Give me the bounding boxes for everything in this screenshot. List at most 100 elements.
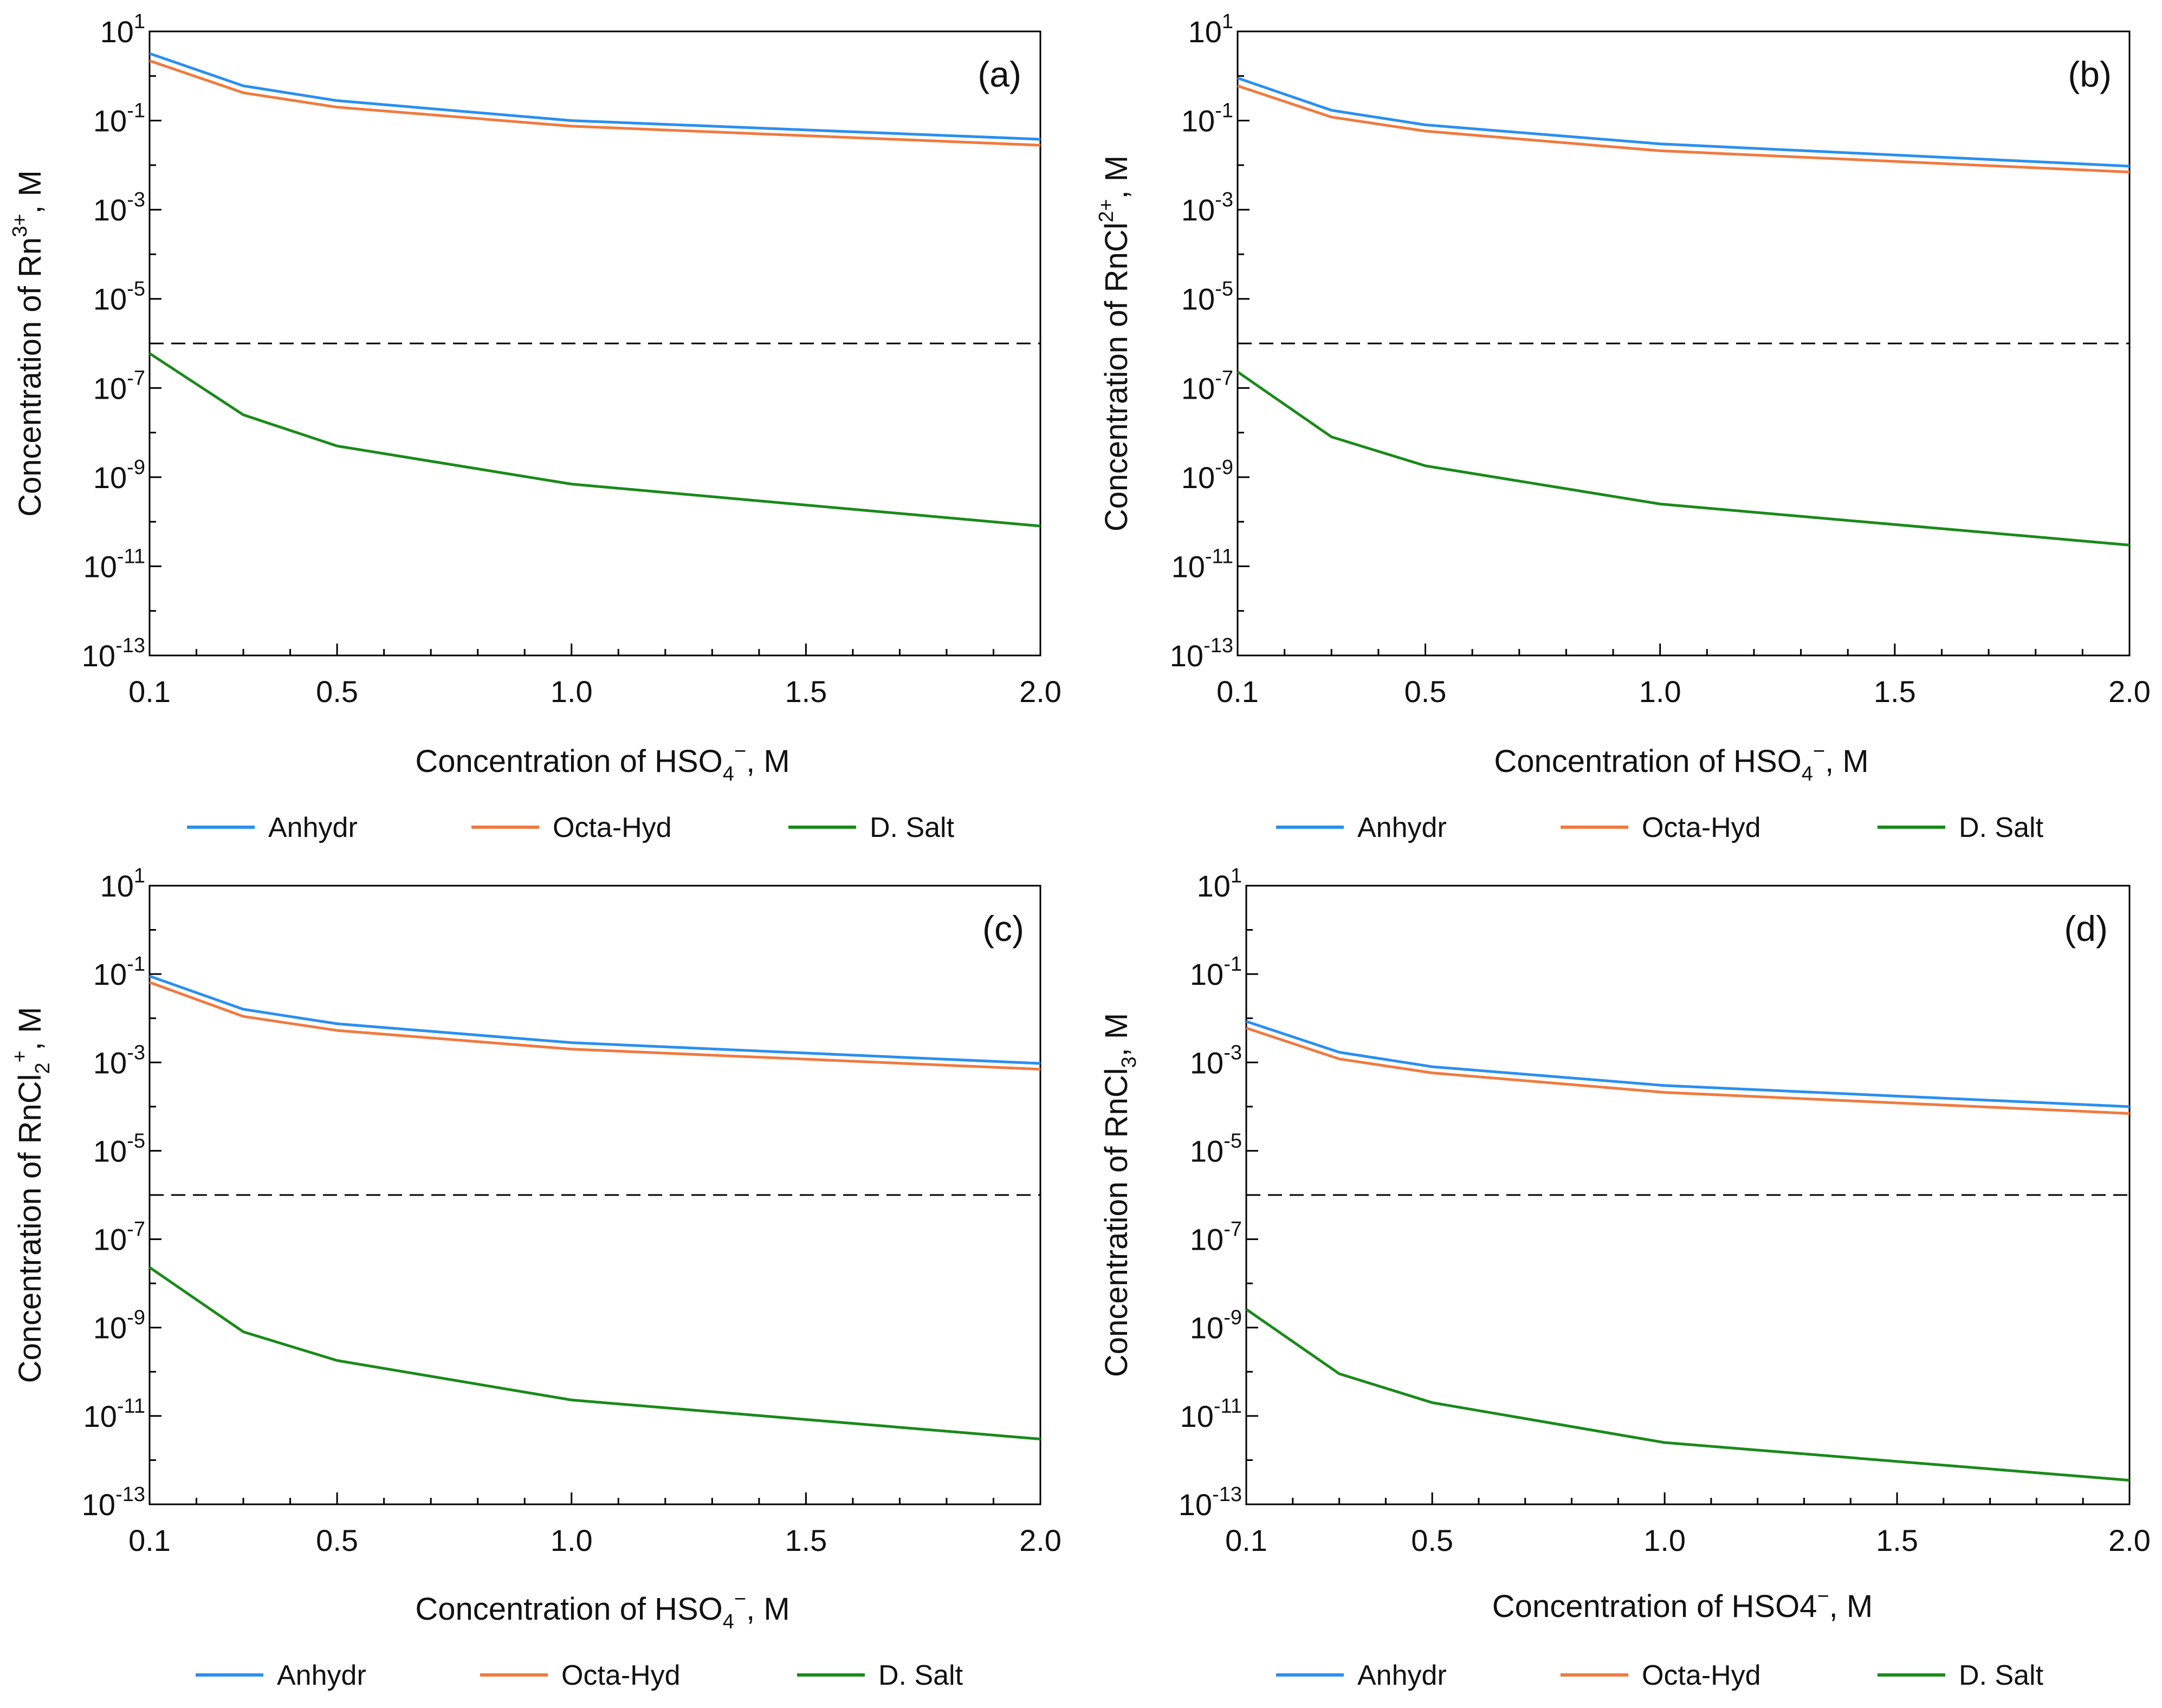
y-tick-exponent: -13 [115,634,145,657]
legend-label: D. Salt [878,1660,963,1691]
y-tick-base: 10 [1171,549,1205,583]
y-tick-exponent: -11 [1214,1395,1242,1418]
chart-panel-c: 0.1 0.5 1.0 1.5 2.010110-110-310-510-710-910… [9,865,1061,1691]
legend-label: Octa-Hyd [553,812,672,843]
x-axis-title-main: Concentration of HSO [415,1592,722,1627]
y-tick-base: 10 [1190,1311,1224,1345]
y-tick-label: 10-7 [93,1218,145,1257]
x-axis-title-sup: − [734,1588,746,1610]
y-tick-exponent: -11 [1205,545,1233,568]
y-tick-label: 10-13 [82,634,145,673]
legend-label: Octa-Hyd [1642,1660,1761,1691]
series-line-d-salt [148,352,1041,528]
y-tick-base: 10 [93,957,127,991]
y-axis-title-sub: 3 [1118,1056,1141,1068]
x-axis-title: Concentration of HSO4−, M [1492,1585,1873,1624]
y-tick-base: 10 [1188,15,1222,49]
y-tick-base: 10 [83,1399,117,1433]
legend-label: Octa-Hyd [561,1660,681,1691]
y-tick-label: 10-11 [1171,545,1233,583]
y-axis-title-main: Concentration of RnCl [1099,1068,1134,1378]
y-tick-base: 10 [1181,371,1215,405]
y-tick-exponent: -5 [127,1129,145,1152]
y-tick-label: 10-11 [83,545,145,583]
y-tick-base: 10 [1190,1223,1224,1257]
x-tick-label: 2.0 [1019,674,1061,709]
y-axis-title-main: Concentration of RnCl [12,1074,48,1384]
y-tick-label: 10-5 [93,278,145,316]
x-axis-title-main: Concentration of HSO [1494,744,1801,779]
y-tick-base: 10 [1179,1488,1212,1522]
x-tick-label: 1.5 [1874,674,1916,709]
chart-panel-a: 0.1 0.5 1.0 1.5 2.010110-110-310-510-710-910… [9,10,1061,843]
y-tick-exponent: -1 [127,100,145,122]
panel-label: (b) [2068,54,2112,94]
series-line-anhydr [1237,76,2130,168]
y-tick-label: 10-1 [1181,100,1233,138]
y-tick-label: 101 [1197,865,1242,903]
y-tick-exponent: -9 [127,1307,145,1329]
y-tick-base: 10 [82,1488,115,1522]
y-tick-exponent: -9 [1224,1307,1242,1329]
y-axis-title-sub: 2 [31,1062,54,1074]
x-axis-title-main: Concentration of HSO [415,744,722,779]
legend-label: Anhydr [1357,812,1447,843]
y-tick-label: 10-11 [83,1395,145,1433]
y-tick-base: 10 [1180,1399,1214,1433]
y-tick-exponent: -1 [1224,953,1242,976]
x-tick-label: 0.5 [316,674,358,709]
legend-label: Anhydr [268,812,358,843]
x-axis-title: Concentration of HSO4−, M [1494,740,1868,785]
y-tick-exponent: -5 [1215,278,1233,301]
y-tick-base: 10 [82,639,115,673]
x-axis-title-suffix: , M [1829,1589,1873,1624]
x-axis-title-main: Concentration of HSO4 [1492,1589,1817,1624]
x-tick-label: 1.0 [551,1523,593,1557]
legend: Anhydr Octa-Hyd D. Salt [187,812,955,843]
y-tick-exponent: -5 [127,278,145,301]
y-axis-title-main: Concentration of Rn [12,237,48,517]
legend: Anhydr Octa-Hyd D. Salt [196,1660,963,1691]
y-axis-title-main: Concentration of RnCl [1099,223,1134,532]
x-axis-title-sup: − [1813,740,1825,763]
y-axis-title-group: Concentration of RnCl3, M [1099,1013,1141,1377]
x-axis-title-sup: − [734,740,746,763]
y-tick-label: 10-5 [93,1129,145,1168]
x-tick-label: 0.5 [1404,674,1447,709]
y-axis-title-suffix: , M [1099,155,1134,199]
y-tick-exponent: -9 [127,456,145,479]
y-tick-label: 10-1 [93,953,145,991]
y-axis-title-group: Concentration of RnCl2+, M [9,1007,54,1384]
y-tick-base: 10 [1170,639,1203,673]
y-tick-label: 101 [100,865,145,903]
series-line-anhydr [149,975,1041,1065]
x-tick-label: 2.0 [2108,1523,2151,1557]
legend-label: D. Salt [870,812,955,843]
y-tick-base: 10 [1181,104,1215,138]
x-tick-label: 1.0 [1643,1523,1686,1557]
y-tick-base: 10 [1190,1134,1224,1168]
x-axis-title: Concentration of HSO4−, M [415,1588,789,1633]
panel-label: (c) [982,908,1024,949]
y-tick-label: 10-11 [1180,1395,1242,1433]
series-line-octa-hyd [1237,85,2130,174]
y-tick-exponent: -7 [127,1218,145,1241]
y-axis-title-group: Concentration of Rn3+, M [9,170,48,517]
y-tick-label: 10-13 [82,1483,145,1522]
y-axis-title-suffix: , M [1099,1013,1134,1057]
y-tick-label: 10-9 [1181,456,1233,495]
y-tick-exponent: -3 [1215,189,1233,211]
y-tick-label: 10-7 [1181,367,1233,405]
y-tick-exponent: -13 [115,1483,145,1506]
y-tick-base: 10 [93,1134,127,1168]
x-tick-label: 1.5 [1876,1523,1918,1557]
y-axis-title-sup: + [9,1050,31,1062]
y-tick-base: 10 [93,371,127,405]
x-tick-label: 0.5 [316,1523,358,1557]
y-tick-exponent: 1 [134,10,145,33]
x-tick-label: 1.0 [1639,674,1681,709]
y-tick-exponent: 1 [1222,10,1233,33]
y-axis-title: Concentration of RnCl2+, M [9,1007,54,1384]
x-tick-label: 0.1 [128,1523,171,1557]
legend-label: D. Salt [1959,812,2044,843]
